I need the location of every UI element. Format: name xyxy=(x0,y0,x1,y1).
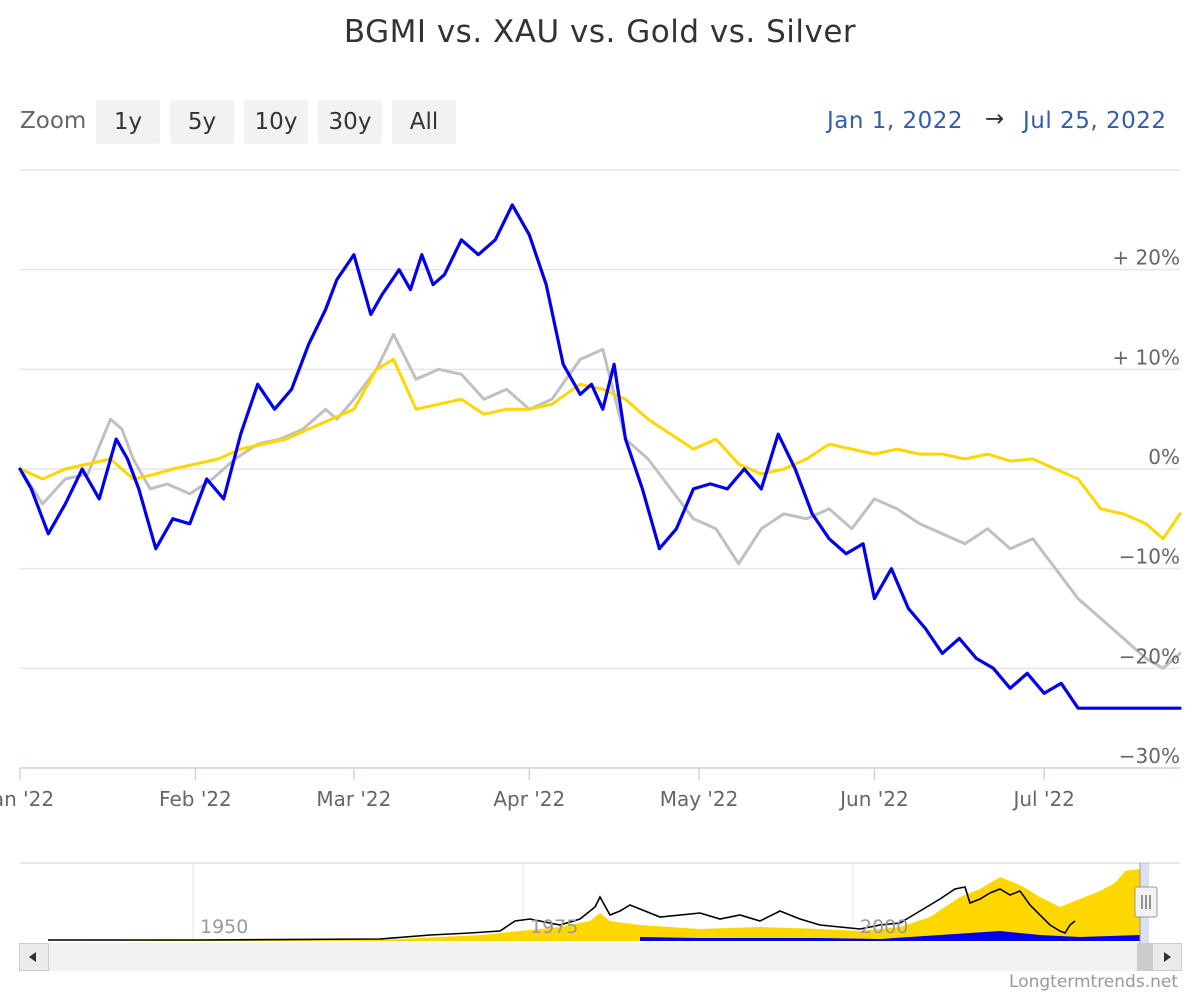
scrollbar-track[interactable] xyxy=(49,943,1152,971)
arrow-left-icon xyxy=(29,952,36,962)
main-chart: + 20% + 10% 0% −10% −20% −30% Jan '22 Feb '22 M… xyxy=(0,169,1182,811)
navigator-label-2000: 2000 xyxy=(860,916,908,938)
y-axis: + 20% + 10% 0% −10% −20% −30% xyxy=(1112,246,1180,768)
zoom-10y-button[interactable]: 10y xyxy=(244,100,308,144)
series-line-silver xyxy=(18,332,1182,670)
range-to-input[interactable]: Jul 25, 2022 xyxy=(1023,108,1167,134)
arrow-right-icon xyxy=(1164,952,1171,962)
y-tick-label: 0% xyxy=(1148,445,1180,469)
chart-title: BGMI vs. XAU vs. Gold vs. Silver xyxy=(343,14,857,50)
x-tick-label: Apr '22 xyxy=(493,787,565,811)
x-tick-label: Mar '22 xyxy=(316,787,391,811)
zoom-all-button[interactable]: All xyxy=(392,100,456,144)
y-tick-label: −30% xyxy=(1119,744,1180,768)
navigator-gold-area xyxy=(48,869,1140,941)
y-tick-label: + 10% xyxy=(1112,345,1180,369)
y-tick-label: −20% xyxy=(1119,644,1180,668)
grid-lines xyxy=(20,169,1180,769)
credit-link[interactable]: Longtermtrends.net xyxy=(1009,972,1178,992)
navigator[interactable]: 1950 1975 2000 xyxy=(0,855,1200,945)
navigator-bgmi-area xyxy=(640,931,1140,941)
scrollbar-left-button[interactable] xyxy=(19,943,49,971)
range-arrow: → xyxy=(985,106,1005,132)
zoom-30y-button[interactable]: 30y xyxy=(318,100,382,144)
x-tick-label: Jan '22 xyxy=(0,787,54,811)
x-tick-label: Jun '22 xyxy=(838,787,909,811)
series-layer xyxy=(18,203,1182,710)
x-tick-label: Feb '22 xyxy=(159,787,232,811)
x-tick-label: May '22 xyxy=(660,787,739,811)
navigator-label-1975: 1975 xyxy=(530,916,578,938)
series-line-bgmi xyxy=(18,203,1182,710)
series-line-gold xyxy=(18,357,1182,541)
x-axis: Jan '22 Feb '22 Mar '22 Apr '22 May '22 Jun '… xyxy=(0,767,1180,811)
y-tick-label: + 20% xyxy=(1112,246,1180,270)
navigator-xau-line xyxy=(48,886,1076,941)
scrollbar-thumb[interactable] xyxy=(1137,943,1152,971)
zoom-1y-button[interactable]: 1y xyxy=(96,100,160,144)
navigator-label-1950: 1950 xyxy=(200,916,248,938)
range-from-input[interactable]: Jan 1, 2022 xyxy=(827,108,964,134)
zoom-5y-button[interactable]: 5y xyxy=(170,100,234,144)
scrollbar-right-button[interactable] xyxy=(1152,943,1182,971)
zoom-label: Zoom xyxy=(20,108,87,134)
x-tick-label: Jul '22 xyxy=(1011,787,1074,811)
y-tick-label: −10% xyxy=(1119,545,1180,569)
